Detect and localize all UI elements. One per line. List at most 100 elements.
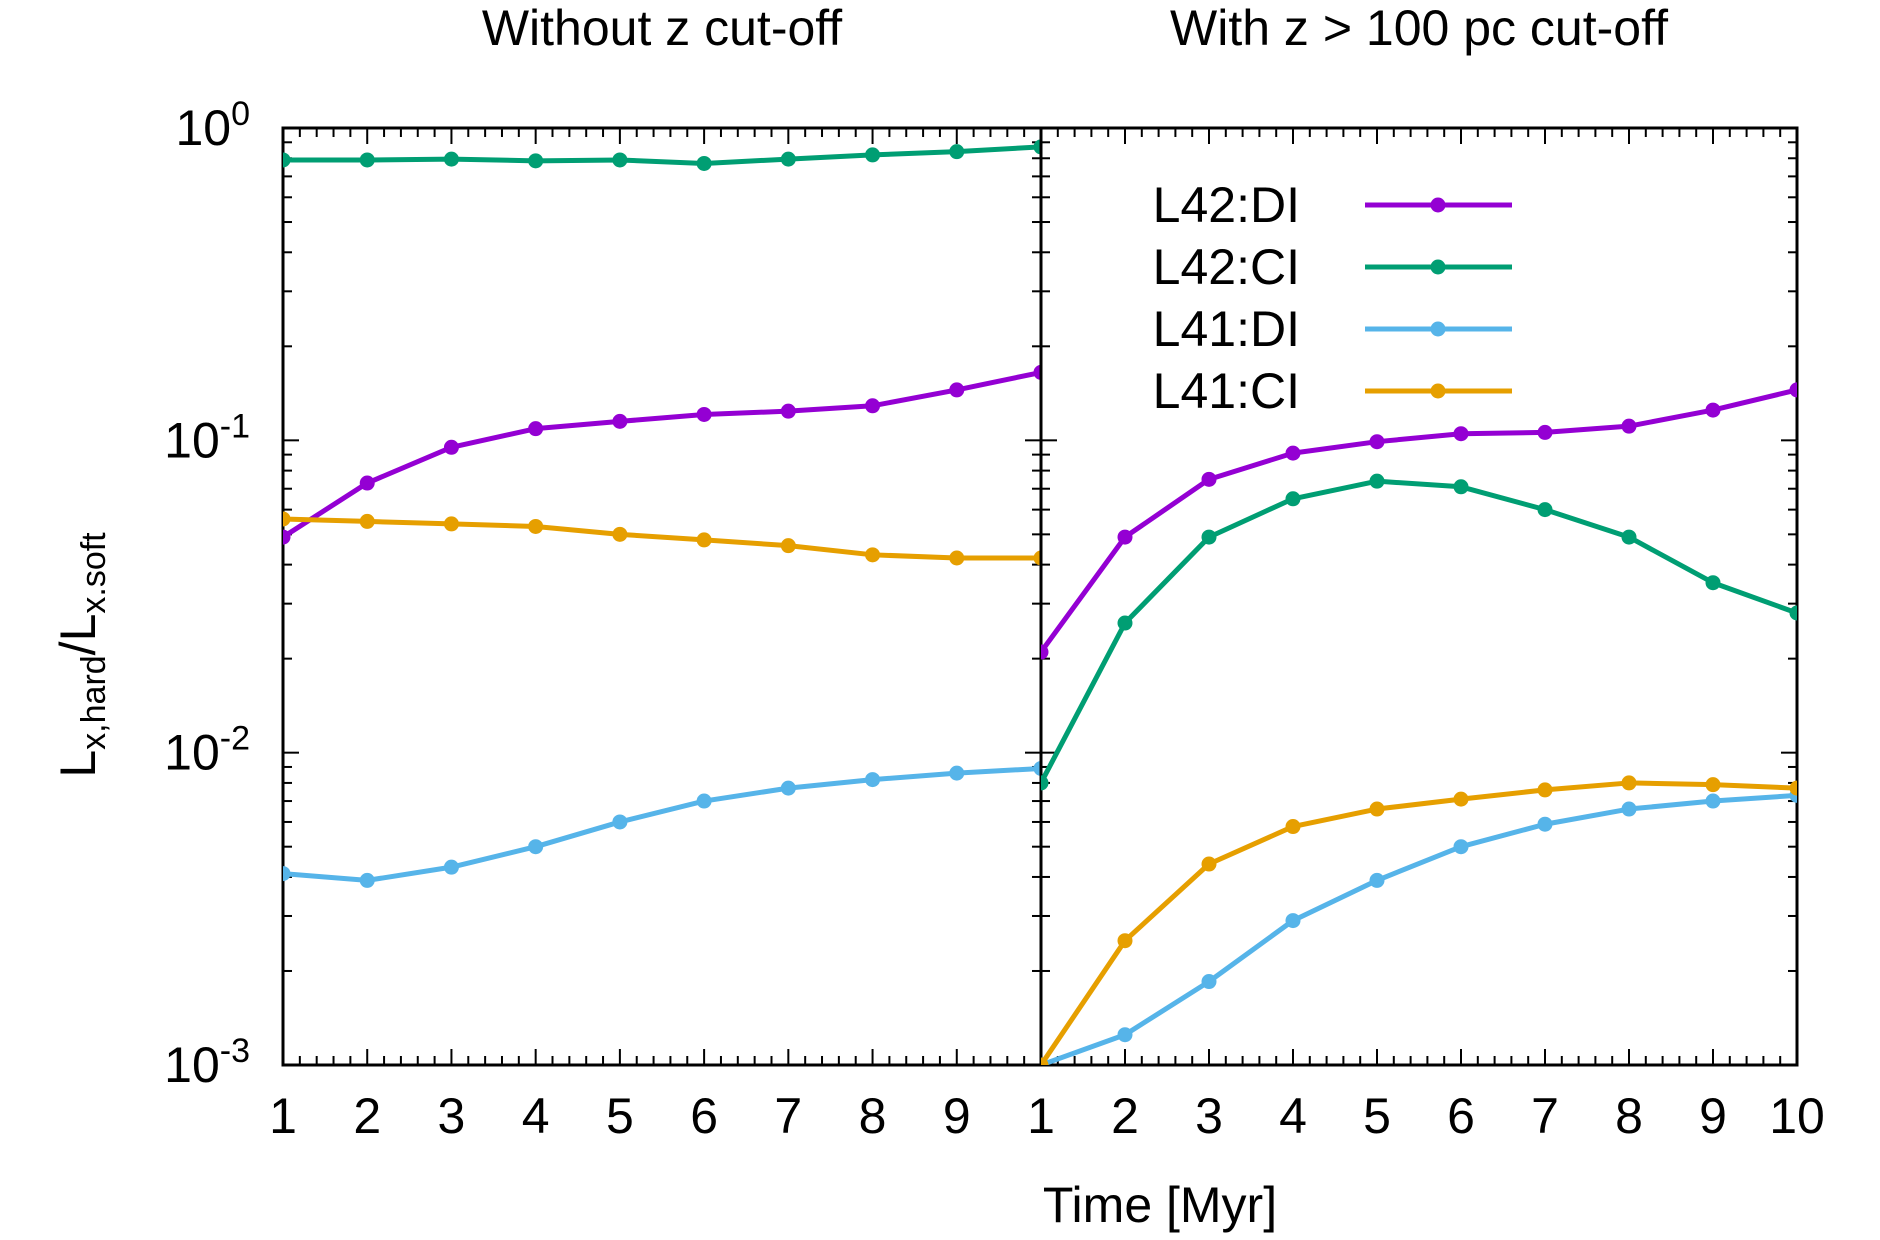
legend: L42:DI L42:CI L41:DI L41:CI <box>1153 177 1512 419</box>
y-tick-label: 100 <box>175 95 250 156</box>
panel-1: Without z cut-off 1 2 3 4 5 6 7 8 9 <box>269 0 1043 1144</box>
x-tick-label: 1 <box>269 1088 297 1144</box>
data-point-l42-di <box>1117 529 1133 545</box>
data-point-l41-ci <box>443 516 459 532</box>
data-point-l42-di <box>949 382 965 398</box>
data-point-l41-ci <box>1041 1057 1049 1065</box>
y-axis-label-sep: /L <box>50 614 106 656</box>
series-line-l42-di <box>1041 387 1797 654</box>
x-ticks <box>282 128 1042 1065</box>
x-tick-label: 2 <box>353 1088 381 1144</box>
data-point-l41-di <box>528 839 544 855</box>
x-tick-label: 1 <box>1027 1088 1055 1144</box>
x-tick-label: 4 <box>1279 1088 1307 1144</box>
data-point-l41-di <box>1117 1027 1133 1043</box>
data-point-l42-ci <box>1453 479 1469 495</box>
axis-labels: Time [Myr] Lx,hard/Lx.soft <box>50 532 1277 1233</box>
y-tick-label-base: 10 <box>164 412 220 468</box>
data-point-l41-di <box>1537 816 1553 832</box>
series-line-l42-di <box>283 369 1041 540</box>
legend-marker <box>1430 197 1446 213</box>
data-point-l41-di <box>612 814 628 830</box>
data-point-l41-di <box>1621 801 1637 817</box>
data-point-l41-di <box>1201 974 1217 990</box>
data-point-l41-ci <box>780 538 796 554</box>
data-point-l41-ci <box>1033 550 1041 566</box>
data-point-l42-ci <box>1117 615 1133 631</box>
data-point-l41-di <box>949 765 965 781</box>
y-tick-label-base: 10 <box>164 1037 220 1093</box>
y-tick-label-base: 10 <box>164 725 220 781</box>
data-point-l42-di <box>283 529 291 545</box>
data-point-l42-di <box>1453 426 1469 442</box>
legend-entry-l41-ci: L41:CI <box>1153 363 1512 419</box>
data-point-l42-di <box>1621 418 1637 434</box>
data-point-l41-di <box>1705 793 1721 809</box>
plot-frame <box>281 126 1043 1067</box>
series-group <box>1041 382 1797 1065</box>
panel-title: With z > 100 pc cut-off <box>1170 0 1668 56</box>
data-point-l42-di <box>1201 471 1217 487</box>
data-point-l41-ci <box>696 532 712 548</box>
y-tick-label-base: 10 <box>175 100 231 156</box>
data-point-l42-di <box>780 403 796 419</box>
x-tick-label: 3 <box>1195 1088 1223 1144</box>
data-point-l42-di <box>443 439 459 455</box>
data-point-l41-ci <box>1285 819 1301 835</box>
data-point-l42-ci <box>283 152 291 168</box>
legend-marker <box>1430 383 1446 399</box>
legend-label: L42:CI <box>1153 239 1300 295</box>
legend-marker <box>1430 321 1446 337</box>
data-point-l42-di <box>1369 434 1385 450</box>
data-point-l42-di <box>1537 424 1553 440</box>
y-tick-label-exp: 0 <box>231 95 250 133</box>
data-point-l41-ci <box>949 550 965 566</box>
data-point-l41-di <box>1285 913 1301 929</box>
data-point-l42-ci <box>865 147 881 163</box>
series-line-l42-ci <box>1041 478 1797 785</box>
data-point-l42-ci <box>612 152 628 168</box>
data-point-l42-di <box>865 398 881 414</box>
data-point-l41-ci <box>1453 791 1469 807</box>
series-line-l41-di <box>1041 792 1797 1065</box>
y-tick-label-exp: -3 <box>220 1032 250 1070</box>
x-tick-label: 10 <box>1769 1088 1825 1144</box>
data-point-l42-di <box>1041 644 1049 660</box>
y-ticks <box>283 127 1041 1066</box>
data-point-l42-ci <box>528 153 544 169</box>
x-tick-label: 6 <box>1447 1088 1475 1144</box>
series-line-l41-ci <box>283 516 1041 561</box>
y-axis-label: Lx,hard/Lx.soft <box>50 532 113 778</box>
data-point-l42-ci <box>359 152 375 168</box>
x-tick-label: 7 <box>774 1088 802 1144</box>
data-point-l41-di <box>359 872 375 888</box>
data-point-l41-ci <box>359 513 375 529</box>
y-tick-label: 10-2 <box>164 720 250 781</box>
data-point-l42-ci <box>1041 775 1049 791</box>
plot-frame <box>1039 126 1799 1067</box>
data-point-l42-di <box>1285 445 1301 461</box>
data-point-l41-di <box>443 859 459 875</box>
data-point-l41-ci <box>1117 933 1133 949</box>
x-tick-label: 4 <box>522 1088 550 1144</box>
data-point-l42-di <box>1705 402 1721 418</box>
data-point-l42-ci <box>696 155 712 171</box>
data-point-l41-ci <box>1789 780 1797 796</box>
data-point-l42-ci <box>1369 473 1385 489</box>
y-axis-label-sub1: x,hard <box>75 655 113 750</box>
data-point-l41-ci <box>1705 777 1721 793</box>
data-point-l42-ci <box>1285 491 1301 507</box>
y-tick-label: 10-1 <box>164 407 250 468</box>
data-point-l42-ci <box>443 151 459 167</box>
data-point-l41-ci <box>865 547 881 563</box>
data-point-l42-ci <box>1789 605 1797 621</box>
x-tick-label: 6 <box>690 1088 718 1144</box>
x-tick-label: 5 <box>606 1088 634 1144</box>
legend-marker <box>1430 259 1446 275</box>
legend-entry-l42-ci: L42:CI <box>1153 239 1512 295</box>
data-point-l42-ci <box>1201 529 1217 545</box>
panel-title: Without z cut-off <box>482 0 842 56</box>
data-point-l41-di <box>1453 839 1469 855</box>
